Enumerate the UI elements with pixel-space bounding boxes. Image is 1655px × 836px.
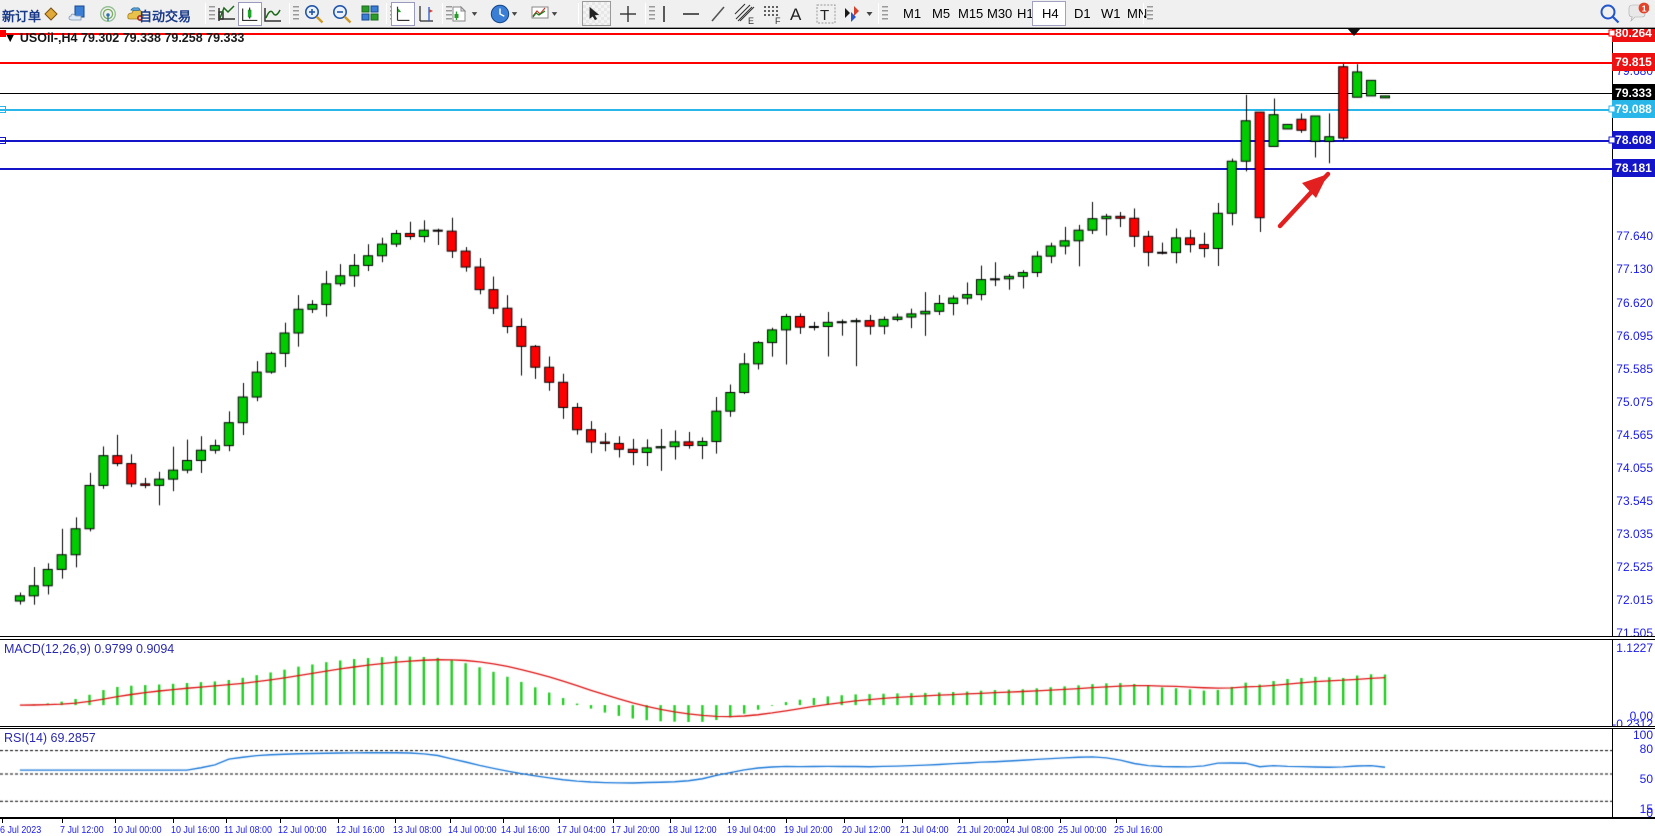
- svg-text:F: F: [775, 16, 781, 26]
- svg-text:E: E: [748, 16, 754, 26]
- svg-text:A: A: [790, 5, 802, 24]
- svg-text:T: T: [820, 7, 829, 24]
- svg-text:1: 1: [1642, 3, 1647, 13]
